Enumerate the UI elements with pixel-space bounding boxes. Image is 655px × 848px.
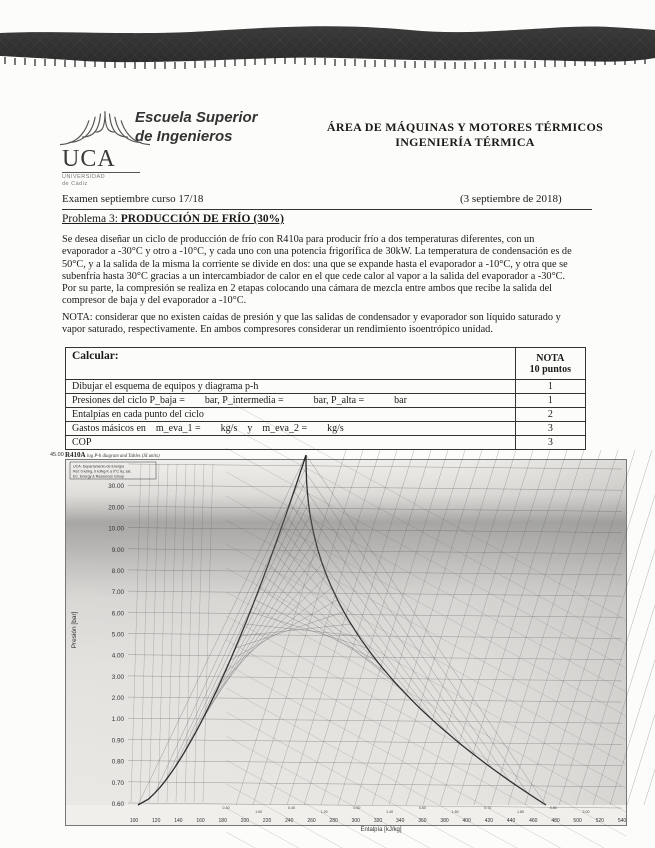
svg-text:500: 500 [573, 818, 582, 824]
svg-text:140: 140 [174, 818, 183, 824]
svg-text:Ref: 0 kJ/kg, 0 kJ/kg·K a 0°C: Ref: 0 kJ/kg, 0 kJ/kg·K a 0°C liq. sat. [73, 470, 131, 474]
svg-text:0.60: 0.60 [419, 806, 426, 810]
svg-text:Presión [bar]: Presión [bar] [71, 611, 78, 648]
svg-text:120: 120 [152, 818, 161, 824]
svg-text:0.50: 0.50 [353, 806, 360, 810]
svg-text:340: 340 [396, 818, 405, 824]
svg-text:260: 260 [307, 818, 316, 824]
svg-text:0.30: 0.30 [223, 806, 230, 810]
svg-text:1.20: 1.20 [321, 810, 328, 814]
svg-text:460: 460 [529, 818, 538, 824]
svg-text:380: 380 [440, 818, 449, 824]
svg-text:440: 440 [507, 818, 516, 824]
svg-text:520: 520 [596, 818, 605, 824]
svg-text:8.00: 8.00 [112, 568, 125, 575]
svg-text:480: 480 [551, 818, 560, 824]
svg-text:1.00: 1.00 [112, 716, 125, 723]
svg-text:400: 400 [463, 818, 472, 824]
svg-text:0.70: 0.70 [112, 780, 125, 787]
svg-text:100: 100 [130, 818, 139, 824]
svg-text:240: 240 [285, 818, 294, 824]
svg-text:0.80: 0.80 [550, 806, 557, 810]
svg-text:5.00: 5.00 [112, 632, 125, 639]
svg-text:1.00: 1.00 [255, 810, 262, 814]
svg-text:0.40: 0.40 [288, 806, 295, 810]
svg-text:UCA- Departamento de Energía: UCA- Departamento de Energía [73, 465, 124, 469]
svg-text:360: 360 [418, 818, 427, 824]
svg-text:10.00: 10.00 [108, 526, 124, 533]
svg-text:200: 200 [241, 818, 250, 824]
svg-text:0.90: 0.90 [112, 737, 125, 744]
svg-text:4.00: 4.00 [112, 653, 125, 660]
svg-text:7.00: 7.00 [112, 589, 125, 596]
svg-text:EC. Energy & Resources Group: EC. Energy & Resources Group [73, 475, 124, 479]
svg-text:1.40: 1.40 [386, 810, 393, 814]
svg-text:Entalpía [kJ/kg]: Entalpía [kJ/kg] [360, 827, 401, 833]
svg-text:20.00: 20.00 [108, 504, 124, 511]
svg-text:6.00: 6.00 [112, 610, 125, 617]
svg-text:280: 280 [329, 818, 338, 824]
svg-text:0.70: 0.70 [484, 806, 491, 810]
svg-text:320: 320 [374, 818, 383, 824]
svg-text:160: 160 [196, 818, 205, 824]
svg-text:3.00: 3.00 [112, 674, 125, 681]
svg-text:540: 540 [618, 818, 627, 824]
svg-text:0.80: 0.80 [112, 759, 125, 766]
svg-text:0.60: 0.60 [112, 801, 125, 808]
svg-text:300: 300 [352, 818, 361, 824]
svg-text:1.80: 1.80 [517, 810, 524, 814]
svg-text:420: 420 [485, 818, 494, 824]
svg-text:180: 180 [219, 818, 228, 824]
svg-text:9.00: 9.00 [112, 547, 125, 554]
svg-text:220: 220 [263, 818, 272, 824]
svg-text:1.60: 1.60 [452, 810, 459, 814]
svg-text:2.00: 2.00 [112, 695, 125, 702]
svg-text:2.00: 2.00 [583, 810, 590, 814]
svg-text:30.00: 30.00 [108, 483, 124, 490]
